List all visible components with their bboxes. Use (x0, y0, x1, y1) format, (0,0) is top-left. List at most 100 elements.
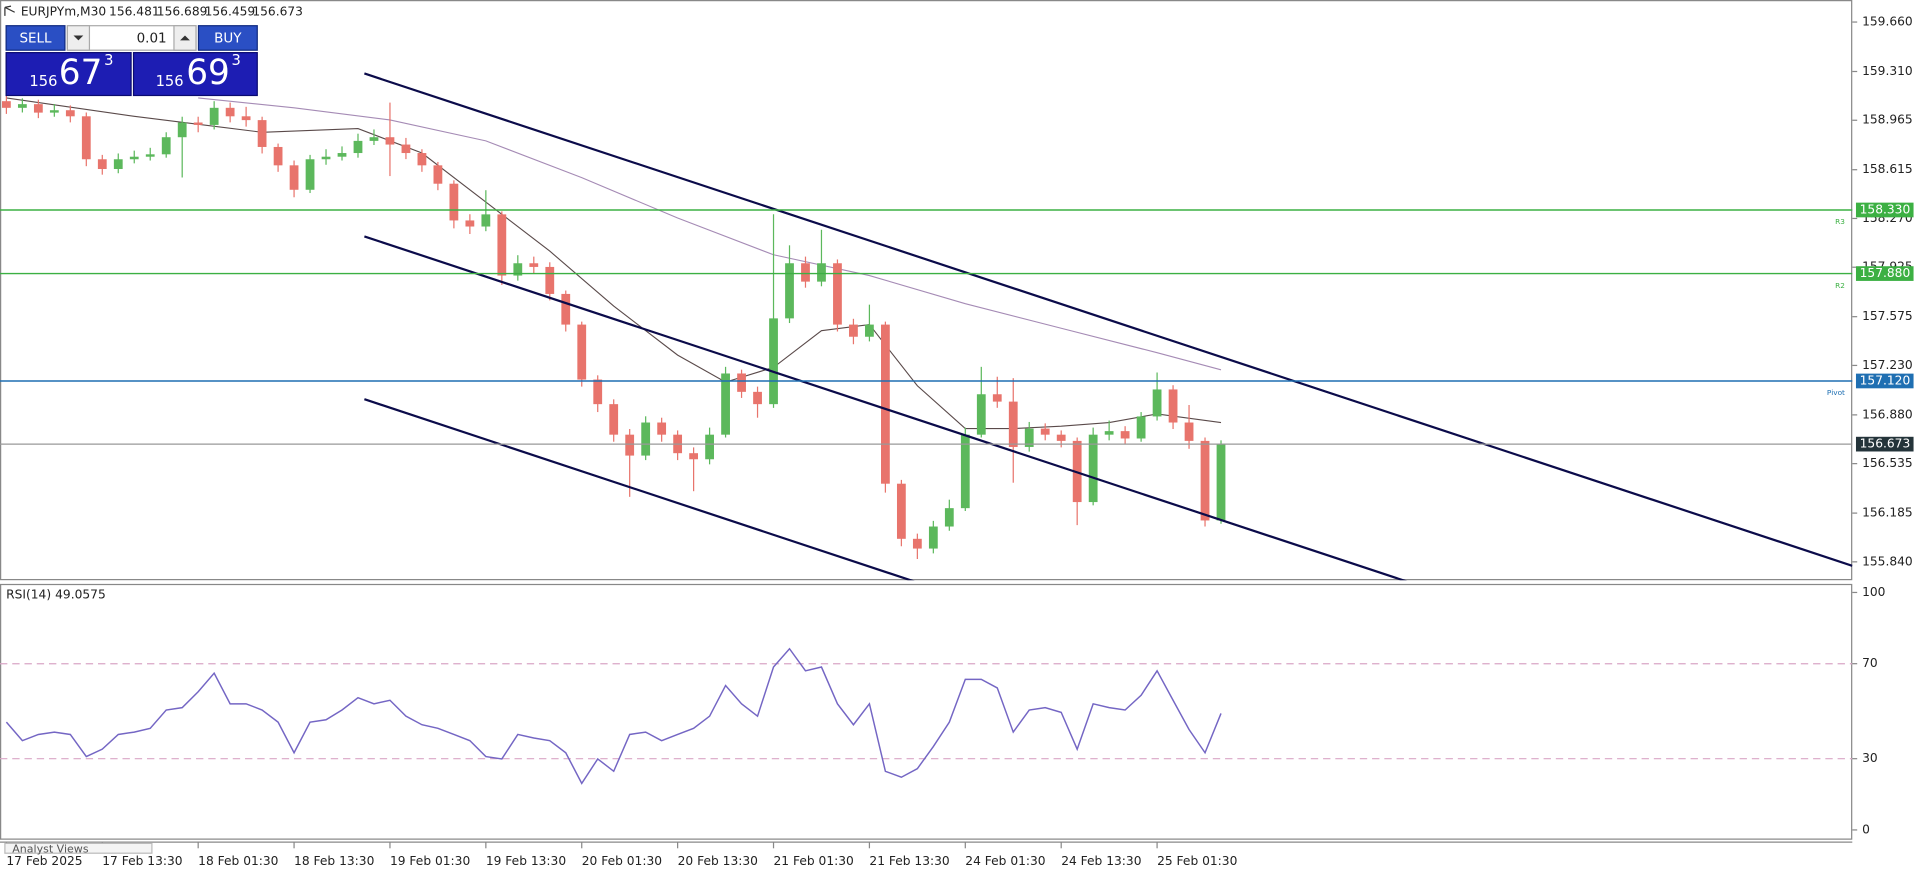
x-tick-label: 24 Feb 01:30 (965, 854, 1045, 868)
y-tick-label: 157.575 (1862, 309, 1913, 323)
level-name: R2 (1835, 281, 1845, 290)
candle-body (896, 483, 906, 539)
plot-layer: 159.660159.310158.965158.615158.270157.9… (0, 15, 1914, 868)
candle-body (17, 104, 27, 108)
candle-body (912, 538, 922, 549)
level-label: 157.120 (1860, 373, 1911, 387)
x-tick-label: 19 Feb 01:30 (390, 854, 470, 868)
candle-body (369, 137, 379, 141)
sell-button[interactable] (5, 25, 66, 51)
rsi-panel (0, 583, 1853, 840)
candle-body (1008, 401, 1018, 447)
candle-body (241, 116, 251, 121)
moving-average (198, 97, 1222, 371)
candle-body (705, 434, 714, 460)
candle-body (1152, 389, 1162, 417)
candle-body (577, 324, 587, 380)
candle-body (928, 526, 938, 549)
level-box (1855, 202, 1914, 218)
candle-body (209, 107, 219, 125)
candle-body (97, 159, 107, 170)
rsi-line (5, 647, 1222, 785)
candle-body (305, 159, 315, 190)
candle-body (1088, 434, 1098, 503)
x-tick-label: 21 Feb 01:30 (774, 854, 854, 868)
candle-body (465, 220, 475, 227)
candle-body (1200, 440, 1210, 521)
ohlc: 156.481 (109, 5, 160, 19)
y-tick-label: 158.965 (1862, 113, 1913, 127)
x-tick-label: 17 Feb 13:30 (102, 854, 182, 868)
trade-panel: SELL 0.01 BUY 156 67 3 156 69 3 (5, 25, 258, 97)
header: EURJPYm,M30 156.481 156.689 156.459 156.… (4, 5, 303, 19)
level-name: Pivot (1827, 388, 1845, 397)
candle-body (721, 373, 730, 435)
candle-body (129, 156, 139, 160)
candle-body (865, 324, 874, 337)
bid-big: 156 (29, 73, 57, 90)
candle-body (513, 263, 523, 276)
level-box (1855, 266, 1914, 281)
candle-body (65, 110, 75, 117)
ask-big: 156 (156, 73, 184, 90)
y-tick-label: 158.615 (1862, 162, 1913, 176)
current-price-box (1855, 436, 1914, 452)
y-tick-label: 156.535 (1862, 456, 1913, 470)
x-tick-label: 20 Feb 13:30 (678, 854, 758, 868)
candle-body (880, 324, 890, 484)
tab[interactable] (4, 842, 153, 854)
bid-main: 67 (59, 53, 103, 93)
candle-body (641, 422, 651, 456)
buy-label: BUY (214, 31, 242, 47)
bid-small: 3 (104, 52, 113, 69)
candle-body (785, 263, 794, 319)
candle-body (1136, 416, 1146, 439)
candle-body (49, 110, 59, 113)
candle-body (401, 144, 411, 154)
arrow-up (180, 35, 190, 41)
candle-body (1104, 431, 1114, 435)
candle-body (193, 122, 203, 125)
level-name: R3 (1835, 217, 1845, 226)
candle-body (960, 434, 970, 509)
ask-box[interactable] (132, 52, 258, 97)
rsi-tick-label: 30 (1862, 751, 1878, 765)
buy-button[interactable] (197, 25, 258, 51)
candle-body (113, 159, 123, 170)
moving-average (6, 97, 1222, 430)
x-tick-label: 21 Feb 13:30 (869, 854, 949, 868)
candle-body (385, 137, 395, 145)
candle-body (481, 214, 491, 227)
candle-body (561, 293, 571, 325)
current-price-label: 156.673 (1860, 437, 1911, 451)
x-tick-label: 25 Feb 01:30 (1157, 854, 1237, 868)
trendline (364, 398, 915, 581)
rsi-tick-label: 70 (1862, 656, 1878, 670)
candle-body (321, 156, 331, 160)
bid-box[interactable] (5, 52, 132, 97)
candle-body (1056, 434, 1066, 441)
trendline (364, 235, 1407, 581)
candle-body (417, 153, 427, 166)
candle-body (497, 214, 507, 276)
candle-body (609, 404, 619, 435)
candle-body (944, 508, 954, 527)
candle-body (625, 434, 635, 456)
candle-body (689, 453, 699, 460)
arrow-down (73, 35, 84, 41)
candle-body (145, 154, 155, 157)
x-tick-label: 20 Feb 01:30 (582, 854, 662, 868)
symbol: EURJPYm,M30 (21, 5, 106, 19)
candle-body (177, 122, 187, 138)
candle-body (289, 165, 299, 190)
rsi-plot (0, 647, 1853, 785)
ask-main: 69 (186, 53, 230, 93)
rsi-name: RSI(14) (6, 587, 51, 601)
level-box (1855, 373, 1914, 389)
candle-body (1040, 428, 1050, 435)
y-tick-label: 155.840 (1862, 554, 1913, 568)
y-tick-label: 159.310 (1862, 64, 1913, 78)
candle-body (1184, 422, 1194, 441)
